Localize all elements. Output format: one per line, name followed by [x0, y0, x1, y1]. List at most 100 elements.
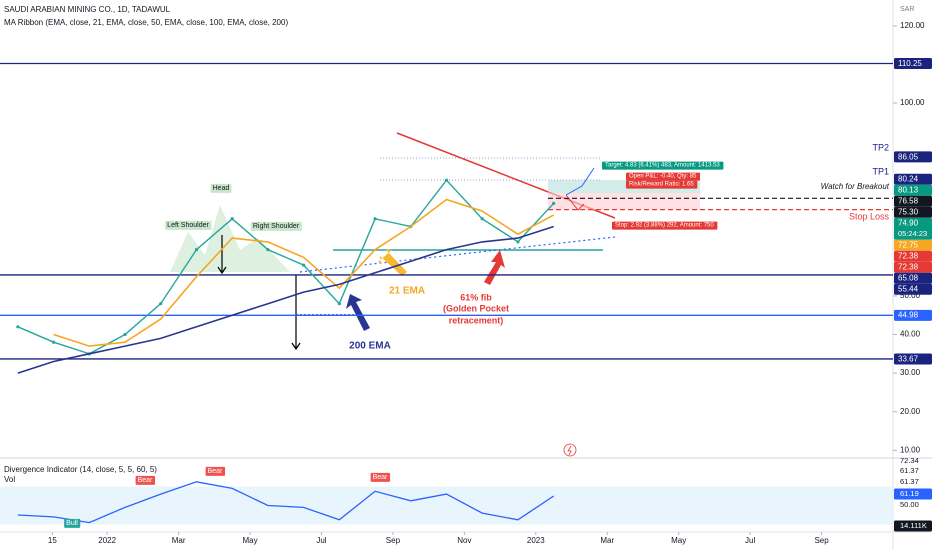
- arrow-head: [291, 342, 301, 351]
- price-point: [444, 178, 449, 182]
- ema200-arrow: [346, 294, 370, 331]
- annotation: Right Shoulder: [253, 223, 300, 230]
- price-point: [230, 217, 234, 221]
- price-point: [516, 240, 520, 244]
- indicator-axis-label: 50.00: [900, 500, 919, 509]
- position-label-bg: [626, 180, 698, 189]
- price-label: 44.98: [898, 311, 919, 320]
- arrow-head: [217, 266, 227, 275]
- annotation: TP1: [872, 166, 889, 176]
- indicator-axis-label: 72.34: [900, 456, 919, 465]
- price-label: 80.13: [898, 186, 919, 195]
- price-label: 72.38: [898, 263, 919, 272]
- x-tick-label: 15: [48, 536, 57, 545]
- series-line: [53, 198, 555, 347]
- price-label: 55.44: [898, 285, 919, 294]
- price-point: [159, 302, 163, 306]
- y-tick-label: 20.00: [900, 407, 921, 416]
- projection-up: [565, 167, 595, 196]
- x-tick-label: Mar: [600, 536, 614, 545]
- series-line: [17, 225, 554, 374]
- annotation: Watch for Breakout: [821, 182, 890, 191]
- price-label-bg: [894, 309, 932, 321]
- loss-zone: [548, 193, 700, 210]
- indicator-axis-label: 14.111K: [900, 521, 927, 530]
- price-point: [51, 340, 56, 344]
- annotation: Stop Loss: [849, 211, 890, 221]
- head-shoulders-area: [170, 205, 290, 272]
- annotation: (Golden Pocket: [443, 303, 509, 313]
- x-tick-label: Nov: [457, 536, 471, 545]
- price-label: 110.25: [898, 59, 922, 68]
- signal-label: Bear: [208, 468, 223, 475]
- position-label-bg: [626, 172, 701, 181]
- price-label: 72.38: [898, 252, 919, 261]
- indicator-band: [0, 486, 893, 525]
- price-label: 86.05: [898, 152, 919, 161]
- price-point: [194, 248, 199, 252]
- price-label: 65.08: [898, 274, 919, 283]
- price-label: 72.75: [898, 241, 919, 250]
- x-tick-label: Jul: [745, 536, 755, 545]
- currency: SAR: [900, 6, 914, 13]
- price-label-bg: [894, 283, 932, 295]
- x-tick-label: Sep: [386, 536, 401, 545]
- price-label-bg: [894, 173, 932, 185]
- ema-label: 21 EMA: [389, 286, 425, 297]
- y-tick-label: 40.00: [900, 330, 921, 339]
- price-label-bg: [894, 239, 932, 251]
- y-tick-label: 120.00: [900, 21, 925, 30]
- price-label-bg: [894, 261, 932, 273]
- event-icon[interactable]: [563, 443, 577, 457]
- volume-title: Vol: [4, 475, 15, 484]
- signal-bg: [205, 466, 226, 476]
- annotation: Left Shoulder: [167, 222, 209, 229]
- x-tick-label: Sep: [814, 536, 829, 545]
- price-label-bg: [894, 195, 932, 207]
- x-tick-label: Mar: [172, 536, 186, 545]
- signal-label: Bull: [66, 520, 78, 527]
- price-point: [480, 217, 484, 221]
- y-tick-label: 50.00: [900, 291, 921, 300]
- price-label-bg: [894, 250, 932, 262]
- position-label-bg: [602, 161, 724, 170]
- price-label: 33.67: [898, 354, 919, 363]
- price-point: [16, 325, 20, 329]
- signal-label: Bear: [373, 474, 388, 481]
- indicator-title: MA Ribbon (EMA, close, 21, EMA, close, 5…: [4, 18, 288, 27]
- fib-arrow: [484, 250, 505, 285]
- indicator-label-bg: [894, 520, 932, 532]
- price-label-bg: [894, 272, 932, 284]
- indicator-label-bg: [894, 488, 932, 500]
- indicator-axis-label: 61.37: [900, 466, 919, 475]
- price-point: [552, 201, 556, 205]
- signal-bg: [135, 475, 156, 485]
- projection-down: [565, 194, 585, 211]
- price-point: [337, 302, 341, 306]
- price-point: [266, 248, 270, 252]
- indicator-axis-label: 61.37: [900, 477, 919, 486]
- price-label-bg: [894, 353, 932, 365]
- annotation-bg: [165, 220, 212, 230]
- price-label-bg: [894, 206, 932, 218]
- price-point: [373, 217, 377, 221]
- annotation: 61% fib: [460, 292, 492, 302]
- annotation-bg: [250, 221, 302, 231]
- annotation: TP2: [872, 142, 889, 152]
- x-tick-label: May: [242, 536, 257, 545]
- position-label: Risk/Reward Ratio: 1.65: [629, 182, 694, 188]
- indicator-title: Divergence Indicator (14, close, 5, 5, 6…: [4, 465, 157, 474]
- price-label: 75.30: [898, 208, 919, 217]
- price-label-bg: [894, 217, 932, 240]
- price-point: [123, 332, 127, 337]
- ema21-arrow: [378, 249, 407, 276]
- x-tick-label: 2023: [527, 536, 545, 545]
- symbol-title: SAUDI ARABIAN MINING CO., 1D, TADAWUL: [4, 5, 171, 14]
- annotation: retracement): [449, 315, 504, 325]
- price-point: [302, 263, 306, 267]
- annotation: Head: [213, 185, 230, 192]
- position-label: Target: 4.83 (6.41%) 483, Amount: 1413.5…: [605, 163, 720, 169]
- price-label-bg: [894, 184, 932, 196]
- x-tick-label: May: [671, 536, 686, 545]
